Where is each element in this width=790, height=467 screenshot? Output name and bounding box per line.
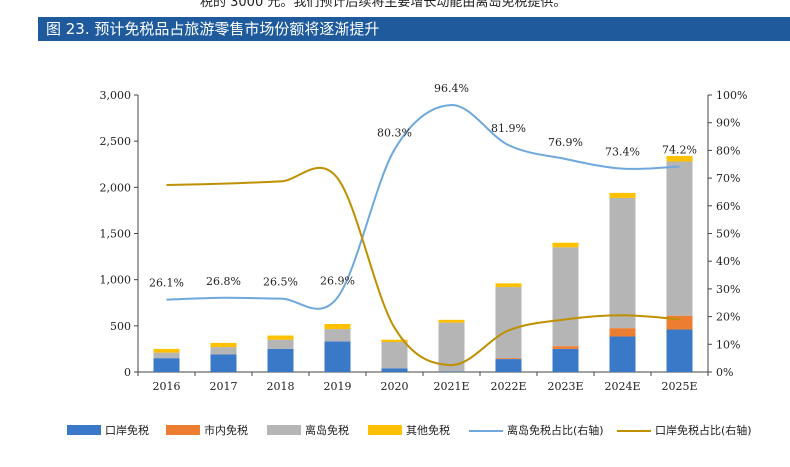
- bar-segment: [609, 328, 636, 337]
- preceding-paragraph-text: 税的 3000 元。我们预计后续将主要增长动能由离岛免税提供。: [200, 0, 567, 10]
- lidao-share-data-label: 74.2%: [662, 143, 697, 156]
- lidao-share-data-label: 96.4%: [434, 82, 469, 95]
- bar-segment: [552, 348, 579, 372]
- bar-segment: [324, 341, 351, 372]
- y-left-tick-label: 500: [110, 320, 131, 333]
- bar-segment: [267, 348, 294, 372]
- bar-segment: [495, 359, 522, 372]
- y-right-tick-label: 60%: [716, 200, 740, 213]
- bar-segment: [609, 336, 636, 372]
- lidao-share-data-label: 26.1%: [149, 277, 184, 290]
- x-tick-label: 2025E: [661, 380, 697, 393]
- bar-segment: [495, 358, 522, 360]
- bar-segment: [153, 352, 180, 359]
- legend-label: 口岸免税占比(右轴): [655, 423, 752, 437]
- lidao-share-data-label: 73.4%: [605, 146, 640, 159]
- x-tick-label: 2018: [267, 380, 295, 393]
- bar-segment: [267, 339, 294, 349]
- legend-swatch: [67, 425, 101, 435]
- y-right-tick-label: 30%: [716, 283, 740, 296]
- legend-label: 离岛免税: [305, 423, 349, 437]
- y-right-tick-label: 90%: [716, 117, 740, 130]
- y-right-tick-label: 50%: [716, 228, 740, 241]
- bar-segment: [552, 346, 579, 349]
- figure-title-bar: 图 23. 预计免税品占旅游零售市场份额将逐渐提升: [38, 17, 790, 41]
- y-left-tick-label: 2,500: [100, 135, 132, 148]
- bar-segment: [609, 197, 636, 329]
- legend-label: 离岛免税占比(右轴): [507, 423, 604, 437]
- x-tick-label: 2024E: [604, 380, 640, 393]
- y-right-tick-label: 80%: [716, 144, 740, 157]
- bar-segment: [210, 354, 237, 372]
- y-left-tick-label: 2,000: [100, 181, 132, 194]
- y-right-tick-label: 10%: [716, 338, 740, 351]
- kouan-share-line: [166, 166, 680, 367]
- bar-segment: [381, 341, 408, 369]
- bar-segment: [267, 335, 294, 340]
- y-right-tick-label: 40%: [716, 255, 740, 268]
- legend-swatch: [368, 425, 402, 435]
- legend-label: 其他免税: [406, 423, 450, 437]
- x-tick-label: 2016: [153, 380, 181, 393]
- bar-segment: [666, 161, 693, 316]
- bar-segment: [324, 323, 351, 330]
- lidao-share-data-label: 26.9%: [320, 274, 355, 287]
- legend-swatch: [166, 425, 200, 435]
- y-right-tick-label: 100%: [716, 89, 747, 102]
- bar-segment: [666, 329, 693, 372]
- bar-segment: [495, 283, 522, 288]
- bar-segment: [438, 319, 465, 323]
- bar-segment: [666, 155, 693, 162]
- x-tick-label: 2023E: [547, 380, 583, 393]
- bar-segment: [495, 287, 522, 359]
- lidao-share-line: [166, 103, 680, 310]
- figure-title: 图 23. 预计免税品占旅游零售市场份额将逐渐提升: [46, 20, 380, 38]
- legend-label: 市内免税: [204, 423, 248, 437]
- x-tick-label: 2021E: [433, 380, 469, 393]
- bar-segment: [324, 329, 351, 342]
- y-left-tick-label: 1,500: [100, 228, 132, 241]
- bar-segment: [381, 368, 408, 372]
- x-tick-label: 2019: [324, 380, 352, 393]
- bar-segment: [210, 342, 237, 348]
- y-left-tick-label: 3,000: [100, 89, 132, 102]
- bar-segment: [153, 358, 180, 372]
- bar-segment: [552, 247, 579, 347]
- lidao-share-data-label: 26.5%: [263, 276, 298, 289]
- lidao-share-data-label: 81.9%: [491, 122, 526, 135]
- x-tick-label: 2017: [210, 380, 238, 393]
- legend-label: 口岸免税: [105, 423, 149, 437]
- lidao-share-data-label: 80.3%: [377, 127, 412, 140]
- bar-segment: [552, 242, 579, 248]
- bar-segment: [381, 339, 408, 342]
- lidao-share-data-label: 26.8%: [206, 275, 241, 288]
- bar-segment: [153, 348, 180, 353]
- lidao-share-data-label: 76.9%: [548, 136, 583, 149]
- y-left-tick-label: 0: [124, 366, 131, 379]
- bar-segment: [210, 347, 237, 355]
- legend-swatch: [267, 425, 301, 435]
- y-right-tick-label: 70%: [716, 172, 740, 185]
- y-left-tick-label: 1,000: [100, 274, 132, 287]
- bar-segment: [609, 192, 636, 198]
- x-tick-label: 2020: [381, 380, 409, 393]
- y-right-tick-label: 0%: [716, 366, 733, 379]
- x-tick-label: 2022E: [490, 380, 526, 393]
- y-right-tick-label: 20%: [716, 311, 740, 324]
